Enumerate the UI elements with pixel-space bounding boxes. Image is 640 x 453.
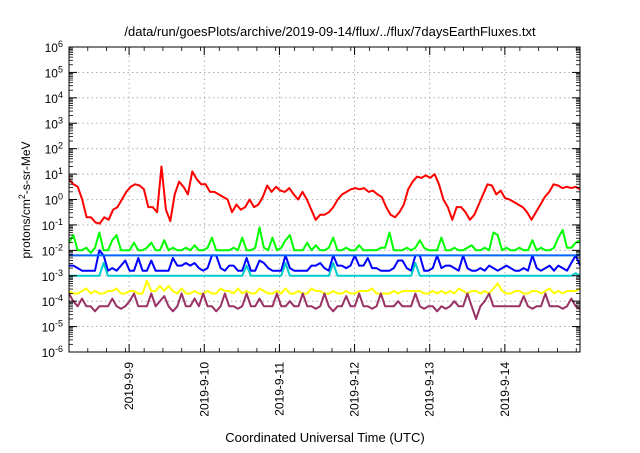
x-tick-label: 2019-9-10 xyxy=(197,362,211,417)
y-axis-label-sup: 2 xyxy=(17,194,27,199)
series-line-7 xyxy=(68,292,581,320)
series-line-3 xyxy=(69,249,581,272)
y-tick-label: 10-3 xyxy=(42,268,63,284)
y-tick-label: 106 xyxy=(45,39,63,55)
y-tick-label: 10-2 xyxy=(42,242,63,258)
y-axis: 10-6 10-5 10-4 10-3 10-2 10-1 100 101 102 103 104 1… xyxy=(42,39,580,360)
y-tick-label: 10-4 xyxy=(42,293,63,309)
y-tick-label: 10-5 xyxy=(42,319,63,335)
series-line-5 xyxy=(69,262,581,277)
series-line-1 xyxy=(68,165,581,225)
y-tick-label: 100 xyxy=(45,192,63,208)
x-tick-label: 2019-9-14 xyxy=(498,362,512,417)
x-axis: 2019-9-9 2019-9-10 2019-9-11 2019-9-12 2019-… xyxy=(87,47,577,417)
y-tick-label: 101 xyxy=(45,166,63,182)
x-tick-label: 2019-9-13 xyxy=(423,362,437,417)
y-tick-label: 105 xyxy=(45,64,63,80)
y-tick-label: 103 xyxy=(45,115,63,131)
series-line-2 xyxy=(68,226,581,254)
y-tick-label: 10-6 xyxy=(42,344,63,360)
series-layer xyxy=(68,165,581,320)
y-tick-label: 102 xyxy=(45,141,63,157)
y-tick-label: 10-1 xyxy=(42,217,63,233)
grid-lines xyxy=(69,47,580,352)
series-line-6 xyxy=(68,279,581,295)
y-axis-label-main: protons/cm xyxy=(19,199,33,258)
y-tick-label: 104 xyxy=(45,90,63,106)
y-axis-label-tail: -s-sr-MeV xyxy=(19,141,33,194)
x-axis-label: Coordinated Universal Time (UTC) xyxy=(225,430,424,445)
x-tick-label: 2019-9-9 xyxy=(122,362,136,410)
x-tick-label: 2019-9-12 xyxy=(348,362,362,417)
chart-title: /data/run/goesPlots/archive/2019-09-14/f… xyxy=(124,24,536,39)
x-tick-label: 2019-9-11 xyxy=(272,362,286,416)
y-axis-label: protons/cm2-s-sr-MeV xyxy=(17,141,33,258)
